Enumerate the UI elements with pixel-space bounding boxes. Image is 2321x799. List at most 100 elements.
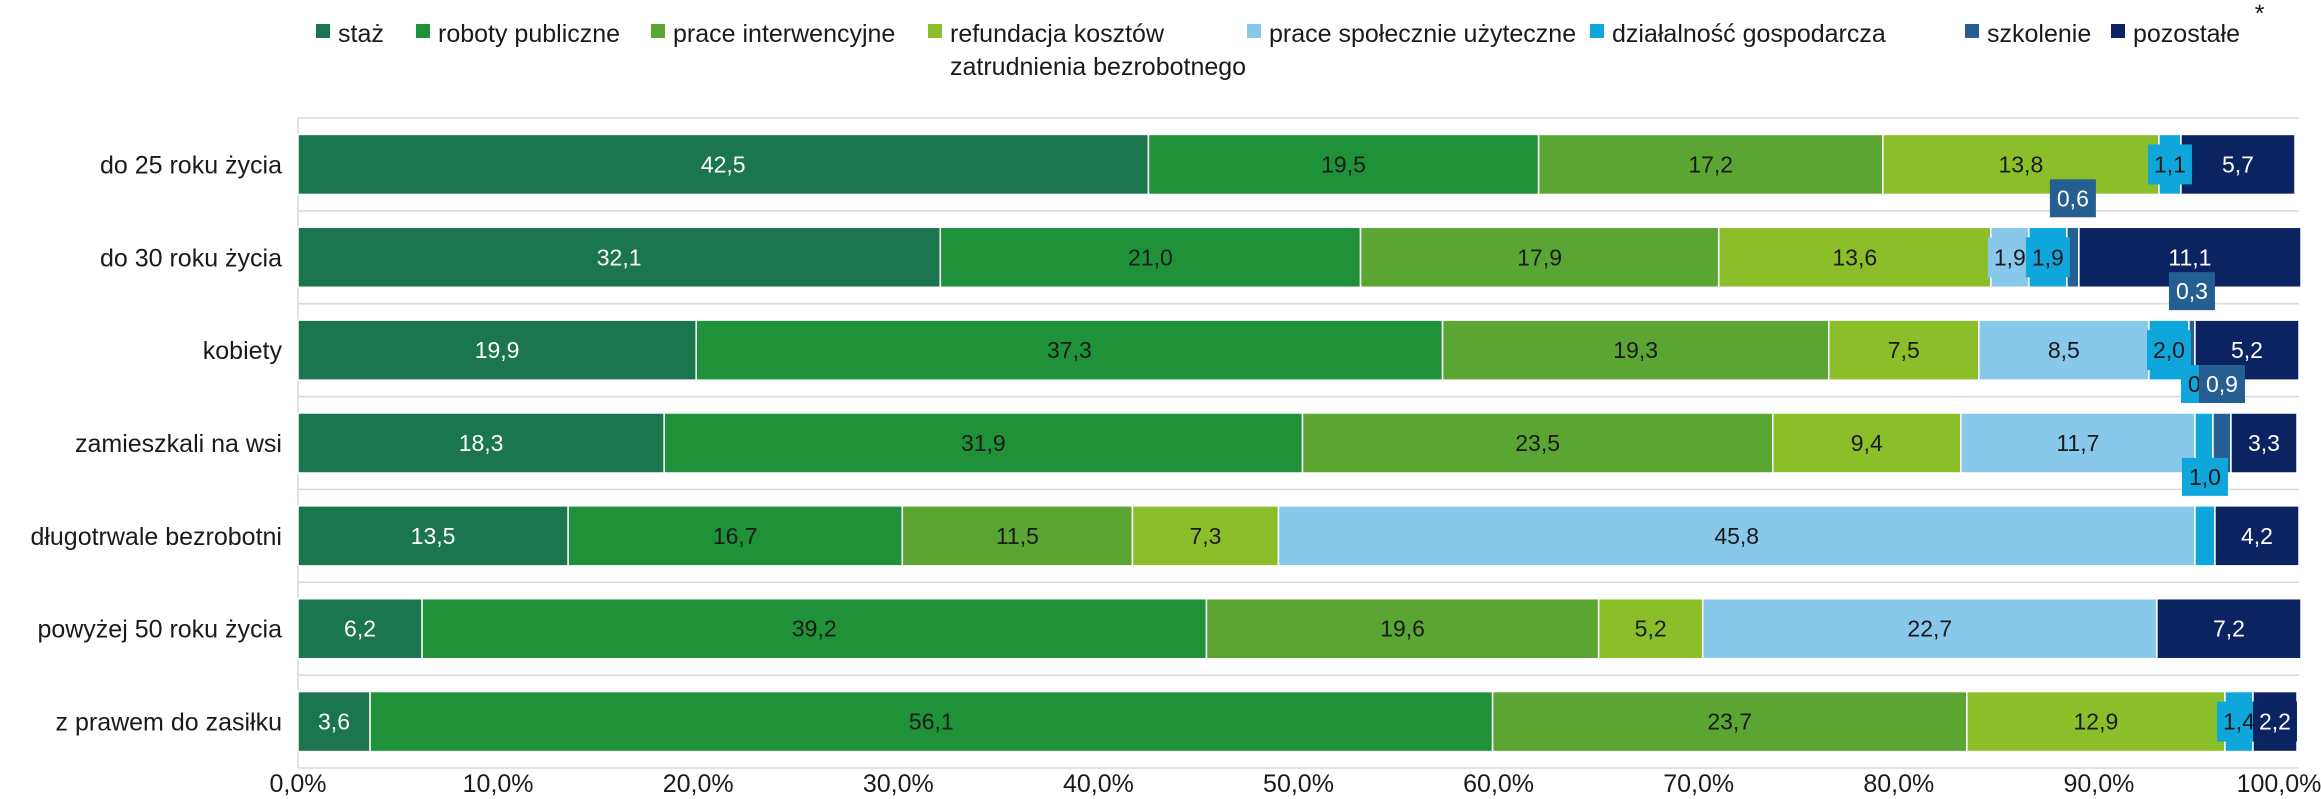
data-label: 1,9 <box>1994 244 2026 270</box>
data-label: 18,3 <box>459 430 504 456</box>
legend-item-dzialalnosc-gospodarcza: działalność gospodarcza <box>1590 20 1886 48</box>
category-labels: do 25 roku życia do 30 roku życia kobiety z… <box>30 151 282 736</box>
data-label: 11,1 <box>2168 244 2211 270</box>
legend-item-staz: staż <box>316 20 384 48</box>
bar-segment-dzialalnosc-gospodarcza <box>2194 505 2216 567</box>
data-labels: 42,5 19,5 17,2 13,8 1,1 5,7 32,1 21,0 17,9 13,6 1,… <box>318 144 2297 742</box>
legend-item-refundacja-kosztow-zatrudnienia-bezrobotnego: refundacja kosztów zatrudnienia bezrobotn… <box>928 20 1246 81</box>
data-label-box <box>2146 330 2191 371</box>
legend-item-prace-spolecznie-uzyteczne: prace społecznie użyteczne <box>1247 20 1576 48</box>
legend-item-szkolenie: szkolenie <box>1965 20 2091 48</box>
data-label: 0,3 <box>2176 278 2208 304</box>
data-label: 1,4 <box>2223 709 2255 735</box>
data-label: 11,7 <box>2056 430 2099 456</box>
bar-row-dlugotrwale-bezrobotni <box>297 505 2300 567</box>
bar-segment-prace-interwencyjne <box>1537 133 1884 196</box>
bars: 42,5 19,5 17,2 13,8 1,1 5,7 32,1 21,0 17,9 13,6 1,… <box>297 133 2302 753</box>
data-label: 13,8 <box>1998 151 2043 177</box>
data-label: 7,2 <box>2213 616 2245 642</box>
category-label: do 25 roku życia <box>100 151 282 179</box>
legend-label: prace interwencyjne <box>673 20 895 48</box>
data-label: 22,7 <box>1907 616 1952 642</box>
legend-label: działalność gospodarcza <box>1612 20 1886 48</box>
legend-item-prace-interwencyjne: prace interwencyjne <box>651 20 895 48</box>
data-label: 37,3 <box>1047 337 1092 363</box>
data-label-callout: 0,6 <box>2049 179 2096 218</box>
bar-row-do-25-roku-zycia <box>297 133 2296 196</box>
x-tick-label: 0,0% <box>270 770 327 798</box>
bar-row-do-30-roku-zycia <box>297 226 2302 289</box>
legend-label: zatrudnienia bezrobotnego <box>950 53 1246 81</box>
legend-swatch <box>651 24 665 38</box>
legend-label: refundacja kosztów <box>950 20 1165 48</box>
data-label: 39,2 <box>792 616 837 642</box>
bar-row-zamieszkali-na-wsi <box>297 412 2298 474</box>
bar-row-z-prawem-do-zasilku <box>297 690 2298 753</box>
legend-footnote-mark: * <box>2255 0 2265 28</box>
legend-label: szkolenie <box>1987 20 2091 48</box>
x-tick-label: 80,0% <box>1863 770 1934 798</box>
data-label: 42,5 <box>701 151 746 177</box>
data-label: 11,5 <box>996 523 1039 549</box>
bar-row-powyzej-50-roku-zycia <box>297 597 2302 660</box>
data-label-callout: 2,0 <box>2146 330 2191 371</box>
legend-label: prace społecznie użyteczne <box>1269 20 1576 48</box>
data-label-callout: 1,0 <box>2181 457 2228 496</box>
legend-item-pozostale: pozostałe * <box>2111 0 2265 48</box>
bar-segment-refundacja-kosztow-zatrudnienia-bezrobotnego <box>1771 412 1962 474</box>
bar-segment-prace-spolecznie-uzyteczne <box>1978 319 2150 381</box>
bar-segment-refundacja-kosztow-zatrudnienia-bezrobotnego <box>1882 133 2160 196</box>
bar-segment-roboty-publiczne <box>1147 133 1540 196</box>
bar-segment-roboty-publiczne <box>939 226 1362 289</box>
data-label-callout: 1,9 <box>2025 237 2070 278</box>
x-axis-ticks: 0,0% 10,0% 20,0% 30,0% 40,0% 50,0% 60,0% 70,0% 8… <box>270 770 2321 798</box>
data-label-callout: 1,1 <box>2147 144 2192 185</box>
category-label: długotrwale bezrobotni <box>30 523 282 551</box>
data-label: 4,2 <box>2241 523 2273 549</box>
legend-item-roboty-publiczne: roboty publiczne <box>416 20 620 48</box>
bar-segment-pozostale <box>2156 597 2302 660</box>
bar-segment-pozostale <box>2230 412 2298 474</box>
category-label: zamieszkali na wsi <box>75 430 282 458</box>
data-label: 19,5 <box>1321 151 1366 177</box>
legend-label: staż <box>338 20 384 48</box>
x-tick-label: 50,0% <box>1263 770 1334 798</box>
data-label: 1,0 <box>2189 464 2221 490</box>
bar-segment-staz <box>297 505 569 567</box>
legend-swatch <box>1247 24 1261 38</box>
legend-label: pozostałe <box>2133 20 2240 48</box>
bar-segment-prace-spolecznie-uzyteczne <box>1960 412 2196 474</box>
bar-segment-refundacja-kosztow-zatrudnienia-bezrobotnego <box>1717 226 1992 289</box>
data-label: 31,9 <box>961 430 1006 456</box>
data-label: 1,1 <box>2154 151 2186 177</box>
legend: staż roboty publiczne prace interwencyjne r… <box>316 0 2265 81</box>
data-label-callout: 0,9 <box>2198 365 2245 403</box>
bar-segment-roboty-publiczne <box>421 597 1208 660</box>
x-tick-label: 10,0% <box>463 770 534 798</box>
legend-swatch <box>1590 24 1604 38</box>
data-label: 17,9 <box>1517 244 1562 270</box>
data-label: 23,7 <box>1707 709 1752 735</box>
data-label: 7,5 <box>1888 337 1920 363</box>
data-label: 3,3 <box>2248 430 2280 456</box>
x-tick-label: 60,0% <box>1463 770 1534 798</box>
category-label: powyżej 50 roku życia <box>37 616 282 644</box>
legend-label: roboty publiczne <box>438 20 620 48</box>
data-label: 19,3 <box>1613 337 1658 363</box>
x-tick-label: 40,0% <box>1063 770 1134 798</box>
data-label: 19,9 <box>475 337 520 363</box>
data-label: 2,2 <box>2259 709 2291 735</box>
data-label: 5,7 <box>2222 151 2254 177</box>
bar-segment-refundacja-kosztow-zatrudnienia-bezrobotnego <box>1597 597 1704 660</box>
bar-segment-pozostale <box>2214 505 2300 567</box>
bar-segment-staz <box>297 319 697 381</box>
x-tick-label: 30,0% <box>863 770 934 798</box>
data-label: 12,9 <box>2074 709 2119 735</box>
data-label: 2,0 <box>2153 337 2185 363</box>
x-tick-label: 70,0% <box>1663 770 1734 798</box>
data-label-box <box>2049 179 2096 218</box>
data-label: 13,6 <box>1832 244 1877 270</box>
data-label: 9,4 <box>1851 430 1883 456</box>
grid <box>297 117 2299 769</box>
